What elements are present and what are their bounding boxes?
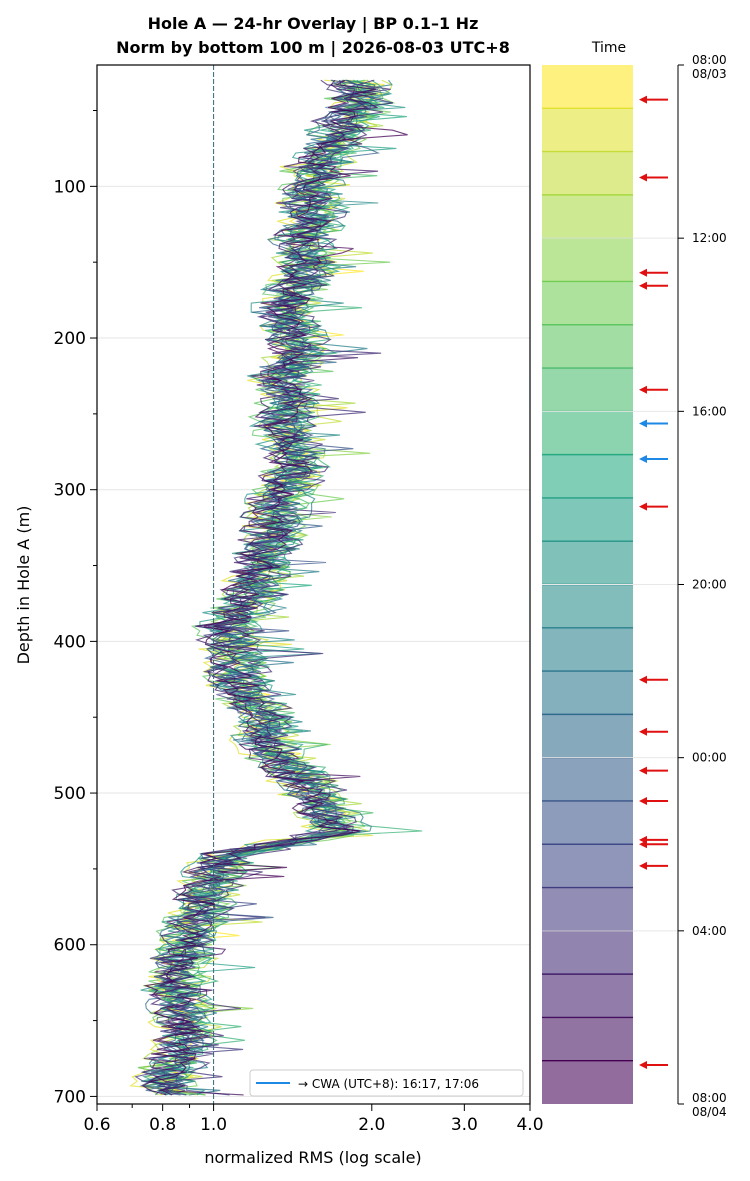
event-arrow [639, 173, 668, 182]
event-arrows [639, 95, 668, 1070]
x-axis-label: normalized RMS (log scale) [204, 1148, 421, 1167]
colorbar-bands [542, 65, 678, 1104]
time-colorbar: 08:0008/0312:0016:0020:0000:0004:0008:00… [542, 40, 727, 1119]
event-arrow [639, 95, 668, 104]
profile-line-hour-23 [141, 79, 408, 1096]
event-arrow [639, 1061, 668, 1070]
cwa-event-arrow [639, 454, 668, 463]
event-arrow [639, 281, 668, 290]
colorbar-band [542, 108, 633, 152]
colorbar-tick-date: 08/04 [692, 1105, 727, 1119]
y-tick-label: 600 [54, 936, 86, 956]
x-tick-label: 3.0 [451, 1115, 478, 1135]
hourly-profile-lines [129, 79, 423, 1096]
colorbar-band [542, 281, 633, 325]
y-tick-label: 200 [54, 329, 86, 349]
colorbar-band [542, 65, 633, 109]
colorbar-band [542, 368, 633, 412]
colorbar-band [542, 411, 633, 455]
colorbar-band [542, 1017, 633, 1061]
colorbar-band [542, 194, 633, 239]
colorbar-tick-label: 16:00 [692, 404, 727, 418]
colorbar-band [542, 497, 633, 542]
colorbar-title: Time [591, 40, 626, 56]
chart-title-line2: Norm by bottom 100 m | 2026-08-03 UTC+8 [116, 38, 510, 58]
colorbar-tick-label: 00:00 [692, 751, 727, 765]
legend-label: → CWA (UTC+8): 16:17, 17:06 [298, 1077, 479, 1091]
profile-line-hour-22 [151, 79, 379, 1096]
plot-frame [96, 64, 531, 1105]
colorbar-band [542, 454, 633, 498]
colorbar-ticks: 08:0008/0312:0016:0020:0000:0004:0008:00… [678, 53, 727, 1119]
colorbar-band [542, 844, 633, 888]
y-tick-label: 300 [54, 481, 86, 501]
y-axis-ticks: 100 200 300 400 500 600 700 [54, 110, 97, 1107]
profile-line-hour-17 [139, 79, 379, 1096]
profile-line-hour-18 [151, 79, 366, 1096]
colorbar-band [542, 757, 633, 801]
event-arrow [639, 385, 668, 394]
event-arrow [639, 675, 668, 684]
colorbar-tick-label: 12:00 [692, 231, 727, 245]
y-tick-label: 100 [54, 177, 86, 197]
x-tick-label: 2.0 [358, 1115, 385, 1135]
event-arrow [639, 268, 668, 277]
x-tick-label: 0.8 [149, 1115, 176, 1135]
colorbar-band [542, 238, 633, 282]
event-arrow [639, 861, 668, 870]
colorbar-band [542, 930, 633, 975]
profile-line-hour-20 [156, 79, 394, 1096]
colorbar-band [542, 627, 633, 672]
colorbar-band [542, 324, 633, 369]
colorbar-band [542, 714, 633, 758]
y-tick-label: 700 [54, 1087, 86, 1107]
colorbar-band [542, 151, 633, 195]
event-arrow [639, 502, 668, 511]
depth-profile-plot: 0.6 0.8 1.0 2.0 3.0 4.0 100 200 300 400 500 600 700… [54, 64, 544, 1135]
colorbar-band [542, 584, 633, 628]
y-tick-label: 500 [54, 784, 86, 804]
colorbar-band [542, 974, 633, 1018]
y-axis-label: Depth in Hole A (m) [14, 506, 33, 665]
y-tick-label: 400 [54, 632, 86, 652]
colorbar-tick-label: 20:00 [692, 578, 727, 592]
colorbar-tick-label: 08:00 [692, 1091, 727, 1105]
x-tick-label: 1.0 [200, 1115, 227, 1135]
legend-box: → CWA (UTC+8): 16:17, 17:06 [249, 1069, 524, 1097]
colorbar-band [542, 1060, 633, 1104]
event-arrow [639, 840, 668, 849]
cwa-event-arrow [639, 419, 668, 428]
colorbar-band [542, 541, 633, 585]
colorbar-band [542, 800, 633, 845]
colorbar-tick-date: 08/03 [692, 67, 727, 81]
x-tick-label: 4.0 [516, 1115, 543, 1135]
x-axis-ticks: 0.6 0.8 1.0 2.0 3.0 4.0 [83, 1104, 544, 1135]
event-arrow [639, 796, 668, 805]
event-arrow [639, 766, 668, 775]
colorbar-band [542, 671, 633, 715]
event-arrow [639, 727, 668, 736]
x-tick-label: 0.6 [83, 1115, 110, 1135]
colorbar-tick-label: 04:00 [692, 924, 727, 938]
chart-title-line1: Hole A — 24-hr Overlay | BP 0.1–1 Hz [148, 14, 479, 34]
colorbar-tick-label: 08:00 [692, 53, 727, 67]
colorbar-band [542, 887, 633, 931]
